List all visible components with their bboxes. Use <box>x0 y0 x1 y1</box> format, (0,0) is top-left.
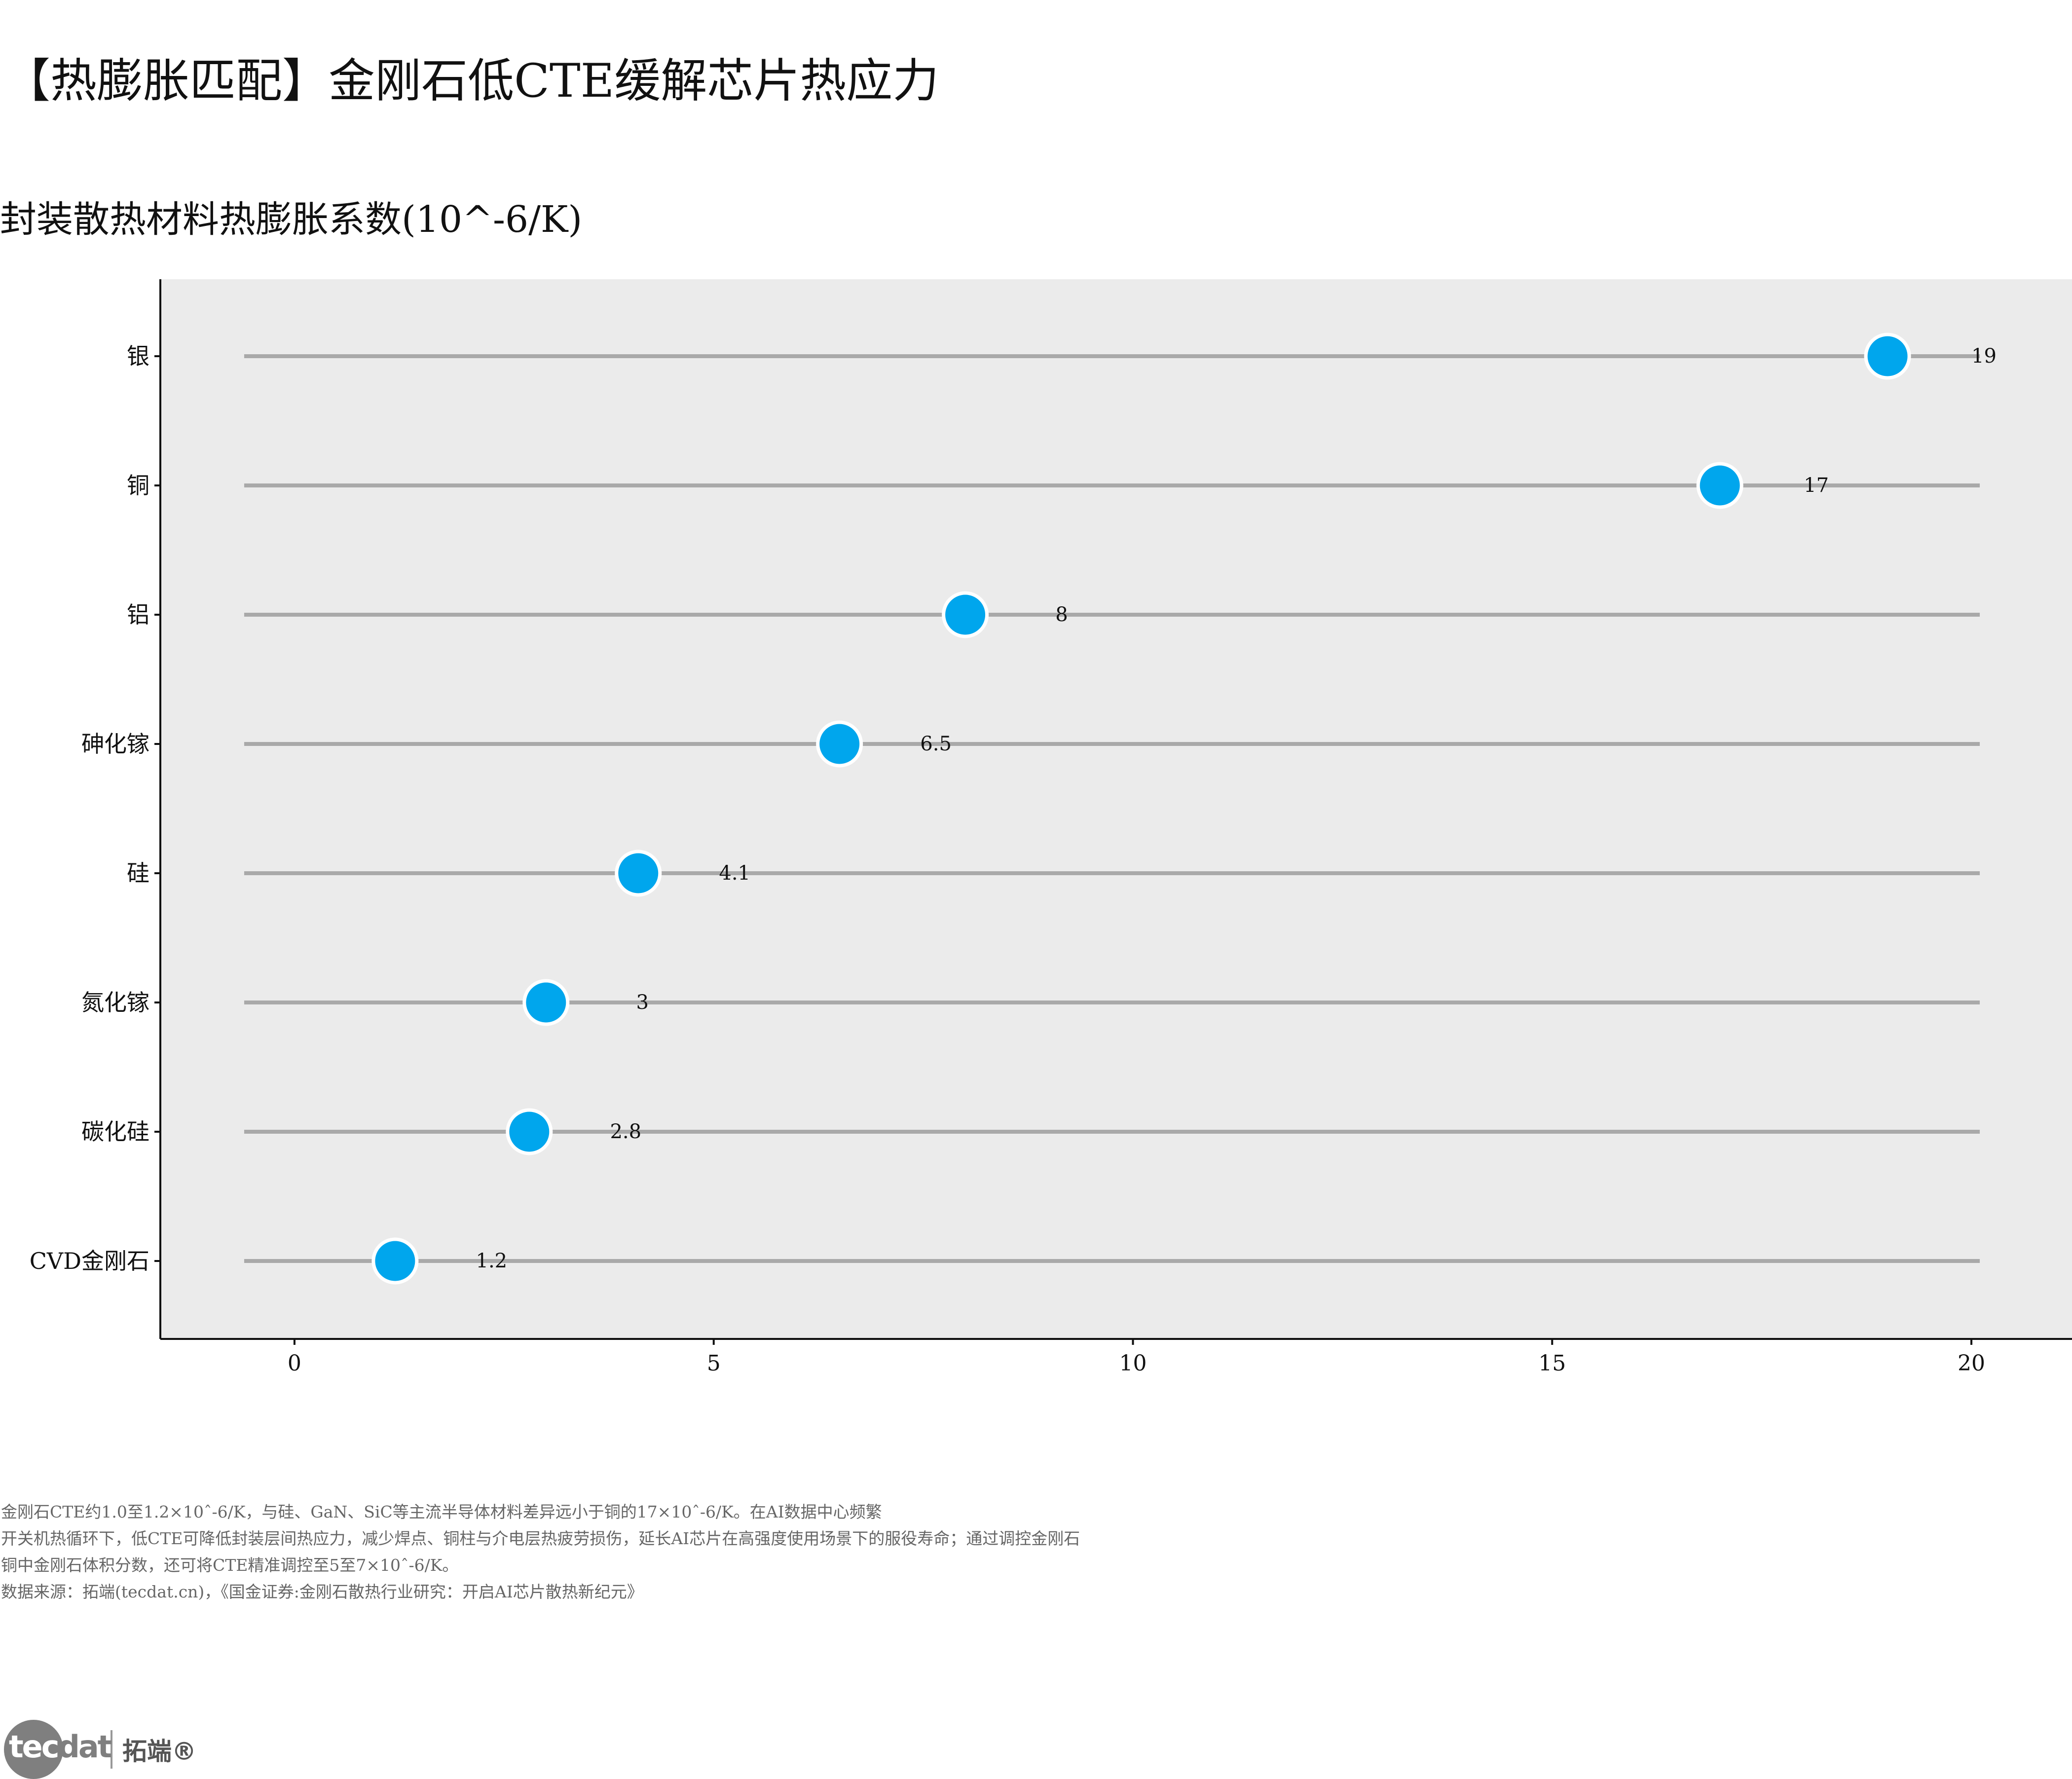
logo-cn-name: 拓端® <box>122 1737 196 1766</box>
data-point <box>816 720 863 768</box>
source-line: 数据来源：拓端(tecdat.cn)，《国金证券:金刚石散热行业研究：开启AI芯… <box>1 1582 643 1601</box>
y-tick-label: 氮化镓 <box>81 989 149 1016</box>
data-point <box>1864 333 1911 380</box>
plot-panel <box>160 279 2072 1339</box>
tecdat-logo: tecdat 拓端® <box>4 1720 196 1779</box>
y-tick-label: 硅 <box>127 860 149 887</box>
x-tick-label: 0 <box>288 1351 301 1376</box>
chart-subtitle: 封装散热材料热膨胀系数(10^-6/K) <box>0 198 583 241</box>
page-title: 【热膨胀匹配】金刚石低CTE缓解芯片热应力 <box>4 54 939 108</box>
data-value-label: 4.1 <box>719 862 750 885</box>
y-tick-label: 银 <box>127 343 149 370</box>
y-tick-label: 砷化镓 <box>81 731 149 757</box>
chart-notes: 金刚石CTE约1.0至1.2×10ˆ-6/K，与硅、GaN、SiC等主流半导体材… <box>1 1499 1080 1605</box>
logo-wordmark: tecdat <box>9 1729 112 1765</box>
x-tick-label: 20 <box>1958 1351 1985 1376</box>
logo-separator <box>111 1730 112 1769</box>
y-tick-label: CVD金刚石 <box>30 1248 149 1274</box>
data-value-label: 3 <box>636 991 649 1014</box>
data-value-label: 17 <box>1804 474 1829 497</box>
x-tick-label: 15 <box>1538 1351 1566 1376</box>
data-point <box>1696 462 1743 509</box>
note-line-2: 开关机热循环下，低CTE可降低封装层间热应力，减少焊点、铜柱与介电层热疲劳损伤，… <box>1 1529 1080 1548</box>
data-point <box>522 979 570 1026</box>
data-point <box>615 850 662 897</box>
data-value-label: 6.5 <box>920 733 952 755</box>
data-point <box>942 591 989 638</box>
data-value-label: 1.2 <box>476 1250 508 1272</box>
data-value-label: 8 <box>1055 603 1068 626</box>
data-point <box>506 1108 553 1155</box>
y-tick-label: 碳化硅 <box>81 1118 149 1145</box>
data-value-label: 19 <box>1971 345 1997 368</box>
x-tick-label: 10 <box>1119 1351 1147 1376</box>
y-tick-label: 铝 <box>127 601 149 628</box>
x-tick-label: 5 <box>707 1351 721 1376</box>
y-tick-label: 铜 <box>127 472 149 499</box>
note-line-3: 铜中金刚石体积分数，还可将CTE精准调控至5至7×10ˆ-6/K。 <box>1 1556 459 1575</box>
logo-circle: tecdat <box>4 1720 112 1779</box>
note-line-1: 金刚石CTE约1.0至1.2×10ˆ-6/K，与硅、GaN、SiC等主流半导体材… <box>1 1502 882 1521</box>
data-point <box>371 1237 419 1285</box>
data-value-label: 2.8 <box>610 1120 641 1143</box>
